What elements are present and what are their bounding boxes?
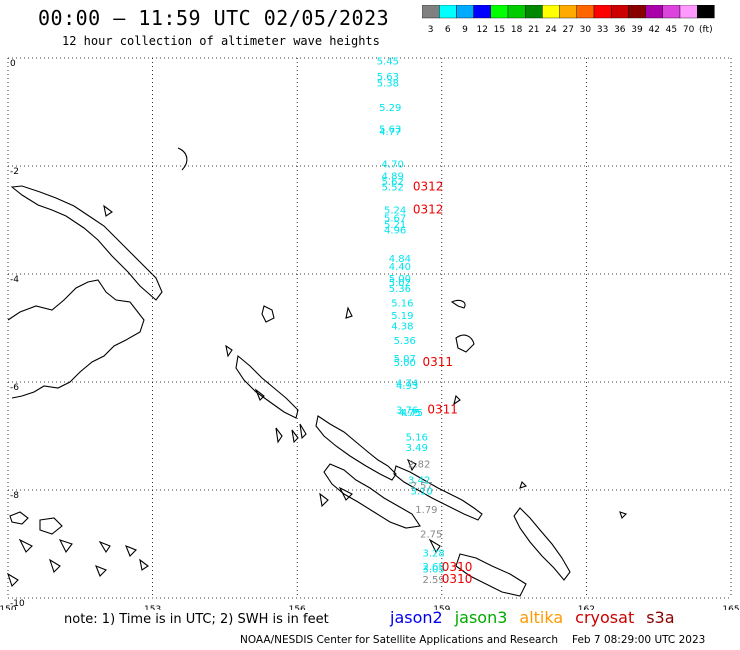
- y-tick-label: -4: [10, 275, 19, 285]
- x-tick-label: 162: [578, 605, 595, 610]
- wave-height-label: 5.07: [394, 354, 416, 365]
- colorbar-label: 70: [683, 25, 695, 35]
- y-tick-label: -2: [10, 167, 19, 177]
- wave-height-label: 5.63: [377, 72, 399, 83]
- wave-height-label: 2.59: [423, 575, 445, 586]
- wave-height-label: 4.40: [389, 262, 411, 273]
- wave-height-label: 3.05: [423, 565, 445, 576]
- wave-height-label: 1.79: [415, 505, 437, 516]
- colorbar-label: 3: [428, 25, 434, 35]
- lat-lon-grid: [7, 57, 732, 599]
- credit-source: NOAA/NESDIS Center for Satellite Applica…: [240, 634, 558, 646]
- wave-height-label: 5.62: [382, 177, 404, 188]
- wave-height-label: 5.29: [379, 103, 401, 114]
- wave-height-label: 2.65: [423, 562, 445, 573]
- map-subtitle: 12 hour collection of altimeter wave hei…: [62, 34, 380, 48]
- coastline-layer: [7, 147, 628, 597]
- satellite-altika: altika: [519, 608, 564, 627]
- color-scale-legend: 3 6 9 12 15 18 21 24 27 30 33 36 39 42 45 70 (ft): [422, 5, 715, 35]
- wave-height-label: 5.38: [377, 79, 399, 90]
- wave-height-label: 5.45: [377, 56, 399, 67]
- wave-height-label: 4.75: [398, 408, 420, 419]
- wave-height-label: 4.77: [379, 127, 401, 138]
- colorbar-label: 9: [462, 25, 468, 35]
- satellite-jason3: jason3: [454, 608, 508, 627]
- wave-height-observations: 5.455.635.385.295.634.774.704.895.625.52…: [377, 56, 473, 585]
- wave-height-label: 5.36: [394, 336, 416, 347]
- satellite-s3a: s3a: [646, 608, 675, 627]
- colorbar-label: 15: [494, 25, 505, 35]
- satellite-jason2: jason2: [390, 608, 443, 627]
- pass-time-label: 0310: [442, 560, 473, 574]
- wave-height-label: 5.24: [384, 206, 406, 217]
- wave-height-label: 3.49: [406, 443, 428, 454]
- wave-height-label: 4.93: [396, 381, 418, 392]
- pass-time-label: 0311: [427, 402, 458, 416]
- satellite-cryosat: cryosat: [575, 608, 635, 627]
- colorbar-label: 39: [631, 25, 643, 35]
- wave-height-label: 5.02: [389, 278, 411, 289]
- wave-height-label: 4.96: [384, 226, 406, 237]
- colorbar-label: 12: [476, 25, 487, 35]
- wave-height-label: 5.21: [384, 220, 406, 231]
- wave-height-label: 5.67: [384, 214, 406, 225]
- x-tick-label: 165: [722, 605, 739, 610]
- y-tick-label: -8: [10, 491, 19, 501]
- credit-timestamp: Feb 7 08:29:00 UTC 2023: [572, 634, 706, 646]
- pass-time-label: 0312: [413, 179, 444, 193]
- satellite-legend: jason2 jason3 altika cryosat s3a: [390, 608, 687, 627]
- colorbar-label: 24: [545, 25, 557, 35]
- x-tick-label: 153: [144, 605, 161, 610]
- wave-height-label: 5.16: [391, 298, 413, 309]
- footnote: note: 1) Time is in UTC; 2) SWH is in fe…: [64, 612, 329, 627]
- wave-height-label: 5.00: [389, 274, 411, 285]
- y-tick-label: 0: [10, 59, 16, 69]
- colorbar-label: 27: [562, 25, 573, 35]
- wave-height-label: 3.42: [408, 476, 430, 487]
- wave-height-label: 5.52: [382, 182, 404, 193]
- wave-height-label: 4.89: [382, 172, 404, 183]
- colorbar-label: 21: [528, 25, 539, 35]
- colorbar-label: 18: [511, 25, 523, 35]
- colorbar-label: 36: [614, 25, 626, 35]
- wave-height-label: 5.16: [406, 432, 428, 443]
- credit-line: NOAA/NESDIS Center for Satellite Applica…: [240, 634, 705, 646]
- wave-height-label: 4.70: [382, 160, 404, 171]
- colorbar-label: 6: [445, 25, 451, 35]
- y-tick-label: -10: [10, 599, 25, 609]
- wave-height-label: 4.74: [396, 378, 418, 389]
- colorbar-label: 42: [648, 25, 659, 35]
- y-tick-label: -6: [10, 383, 19, 393]
- pass-time-label: 0311: [423, 355, 454, 369]
- wave-height-label: 2.57: [410, 481, 432, 492]
- map-title: 00:00 – 11:59 UTC 02/05/2023: [38, 6, 390, 30]
- axis-tick-labels: 150 153 156 159 162 165 0 -2 -4 -6 -8 -10: [0, 59, 740, 610]
- colorbar-label: 30: [580, 25, 592, 35]
- x-tick-label: 150: [0, 605, 17, 610]
- colorbar-label: 45: [666, 25, 677, 35]
- wave-height-label: 3.10: [410, 486, 432, 497]
- wave-height-label: 4.84: [389, 254, 411, 265]
- wave-height-label: 4.75: [401, 408, 423, 419]
- x-tick-label: 159: [433, 605, 450, 610]
- wave-height-label: 5.19: [391, 311, 413, 322]
- x-tick-label: 156: [289, 605, 306, 610]
- colorbar-swatch: [697, 5, 715, 19]
- wave-height-label: 5.63: [379, 125, 401, 136]
- pass-time-label: 0310: [442, 572, 473, 586]
- wave-height-label: 5.36: [389, 284, 411, 295]
- wave-height-label: 2.82: [408, 459, 430, 470]
- wave-height-label: 2.75: [420, 530, 442, 541]
- pass-time-label: 0312: [413, 203, 444, 217]
- wave-height-label: 5.00: [394, 358, 416, 369]
- colorbar-label: 33: [597, 25, 608, 35]
- wave-height-label: 3.76: [396, 405, 418, 416]
- wave-height-label: 3.28: [423, 548, 445, 559]
- colorbar-label: (ft): [699, 25, 713, 35]
- wave-height-label: 4.38: [391, 322, 413, 333]
